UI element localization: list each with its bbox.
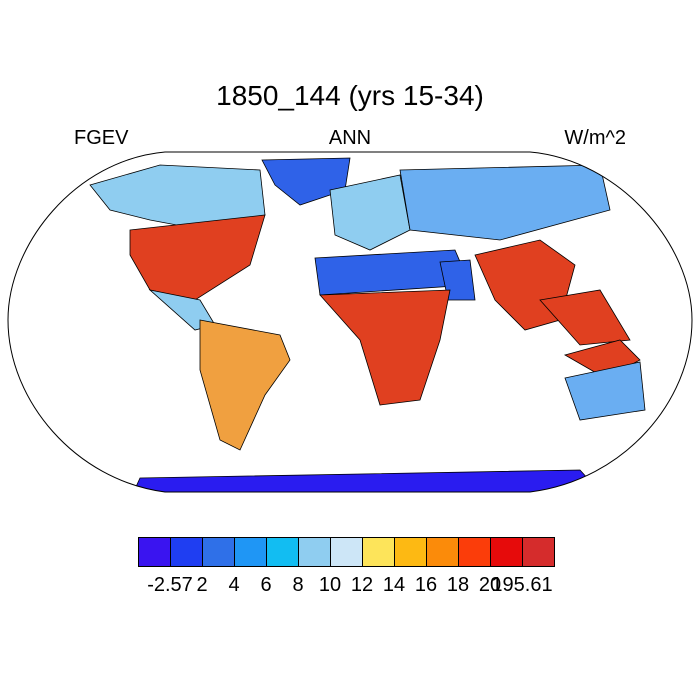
units-label: W/m^2 bbox=[564, 127, 626, 149]
colorbar-tick-label: 6 bbox=[260, 574, 272, 596]
colorbar-swatch bbox=[458, 537, 491, 567]
colorbar-swatch bbox=[362, 537, 395, 567]
colorbar-swatch bbox=[202, 537, 235, 567]
map-outline bbox=[7, 151, 693, 493]
colorbar-tick-label: 10 bbox=[318, 574, 342, 596]
colorbar-swatch bbox=[266, 537, 299, 567]
colorbar-tick-label: 4 bbox=[228, 574, 240, 596]
region-siberia bbox=[399, 164, 611, 241]
colorbar-tick-label: 14 bbox=[382, 574, 406, 596]
colorbar-tick-label: 8 bbox=[292, 574, 304, 596]
region-southeast-asia bbox=[539, 289, 631, 346]
region-central-africa bbox=[319, 289, 451, 406]
colorbar-tick-label: 2 bbox=[196, 574, 208, 596]
variable-label: FGEV bbox=[74, 127, 129, 149]
region-amazon bbox=[199, 319, 291, 451]
colorbar-tick-label: 195.61 bbox=[491, 574, 553, 596]
region-eastern-us bbox=[129, 214, 266, 301]
colorbar-swatch bbox=[234, 537, 267, 567]
colorbar-tick-label: -2.57 bbox=[147, 574, 193, 596]
colorbar-swatch bbox=[138, 537, 171, 567]
colorbar-tick-label: 16 bbox=[414, 574, 438, 596]
colorbar-swatch bbox=[522, 537, 555, 567]
colorbar-tick-label: 12 bbox=[350, 574, 374, 596]
colorbar-swatch bbox=[490, 537, 523, 567]
map-title: 1850_144 (yrs 15-34) bbox=[216, 80, 484, 111]
region-greenland bbox=[261, 157, 351, 206]
period-label: ANN bbox=[328, 127, 372, 149]
colorbar-tick-label: 20 bbox=[478, 574, 502, 596]
colorbar-swatch bbox=[330, 537, 363, 567]
colorbar-swatch bbox=[170, 537, 203, 567]
region-antarctica bbox=[129, 469, 601, 492]
colorbar-swatch bbox=[298, 537, 331, 567]
colorbar-swatch bbox=[394, 537, 427, 567]
colorbar-tick-label: 18 bbox=[446, 574, 470, 596]
region-australia-interior bbox=[564, 361, 646, 421]
region-europe bbox=[329, 174, 411, 251]
colorbar-swatch bbox=[426, 537, 459, 567]
